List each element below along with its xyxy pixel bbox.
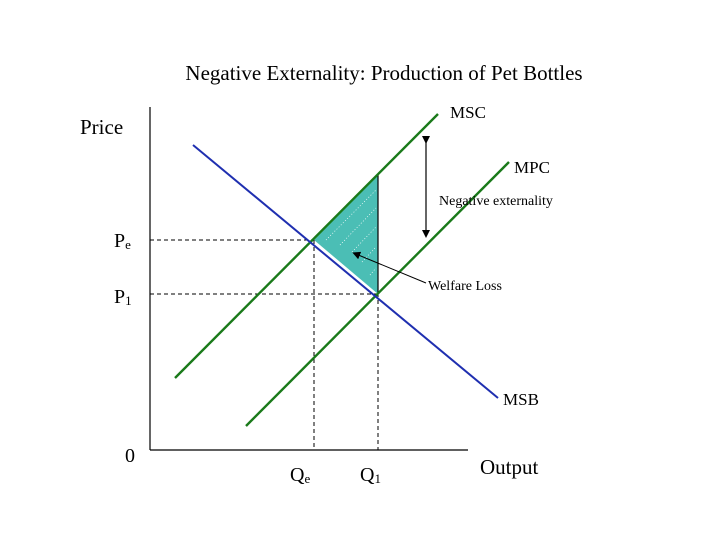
msc-label: MSC	[450, 103, 486, 122]
pe-tick-label: Pe	[114, 230, 131, 252]
q1-tick-label: Q1	[360, 464, 381, 486]
msb-curve	[192, 144, 499, 399]
x-axis-label: Output	[480, 455, 539, 479]
externality-label: Negative externality	[439, 194, 553, 209]
qe-tick-label: Qe	[290, 464, 310, 486]
mpc-curve	[245, 161, 510, 427]
mpc-label: MPC	[514, 158, 550, 177]
p1-tick-label: P1	[114, 286, 132, 308]
welfare-loss-pointer	[352, 251, 427, 284]
msc-curve	[174, 113, 439, 379]
welfare-loss-hatch	[325, 189, 377, 276]
welfare-loss-area	[314, 174, 378, 294]
welfare-loss-label: Welfare Loss	[428, 279, 502, 294]
chart-title: Negative Externality: Production of Pet …	[185, 61, 582, 85]
y-axis-label: Price	[80, 115, 123, 139]
msb-label: MSB	[503, 390, 539, 409]
origin-label: 0	[125, 445, 135, 467]
